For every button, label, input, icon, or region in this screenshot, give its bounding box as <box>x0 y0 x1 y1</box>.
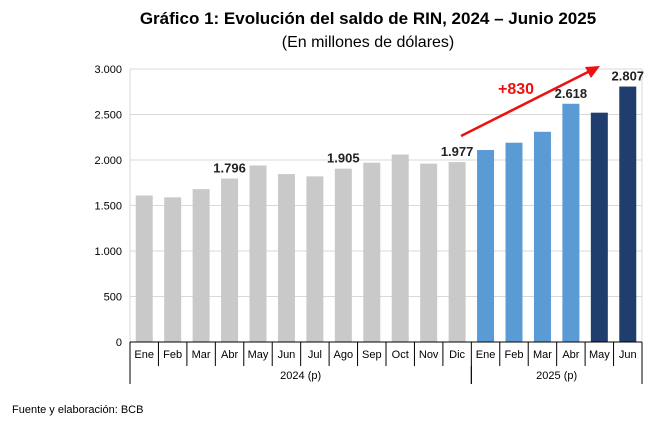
data-label: 2.618 <box>555 86 588 101</box>
bar-may <box>249 165 267 342</box>
data-label: 1.977 <box>441 144 474 159</box>
chart-subtitle: (En millones de dólares) <box>282 34 455 51</box>
x-tick-label: Feb <box>163 349 182 361</box>
source-note: Fuente y elaboración: BCB <box>12 404 144 416</box>
x-tick-label: Dic <box>449 349 465 361</box>
y-tick-label: 3.000 <box>94 64 122 76</box>
x-tick-label: May <box>589 349 610 361</box>
y-axis: 0 500 1.000 1.500 2.000 2.500 3.000 <box>94 64 122 349</box>
x-tick-label: Jul <box>308 349 322 361</box>
x-tick-label: May <box>248 349 269 361</box>
y-tick-label: 1.500 <box>94 201 122 213</box>
x-tick-label: Nov <box>419 349 439 361</box>
data-label: 1.905 <box>327 151 360 166</box>
y-tick-label: 2.000 <box>94 155 122 167</box>
trend-arrow-head <box>585 66 600 78</box>
group-label: 2025 (p) <box>536 370 577 382</box>
y-tick-label: 0 <box>116 337 122 349</box>
trend-arrow-line <box>460 69 591 138</box>
x-tick-label: Abr <box>562 349 579 361</box>
group-label: 2024 (p) <box>280 370 321 382</box>
bar-mar <box>533 131 551 342</box>
x-tick-label: Feb <box>505 349 524 361</box>
x-tick-label: Mar <box>533 349 552 361</box>
x-tick-label: Jun <box>278 349 296 361</box>
y-tick-label: 500 <box>104 292 122 304</box>
trend-annotation: +830 <box>460 66 600 138</box>
bar-jun <box>277 174 295 342</box>
bar-may <box>590 112 608 343</box>
bar-dic <box>448 162 466 342</box>
bar-nov <box>420 163 438 342</box>
x-tick-label: Jun <box>619 349 637 361</box>
bars <box>135 86 637 343</box>
bar-oct <box>391 154 409 342</box>
bar-ene <box>477 149 495 342</box>
x-tick-label: Ago <box>334 349 354 361</box>
x-tick-label: Oct <box>392 349 409 361</box>
bar-ene <box>135 195 153 342</box>
x-tick-label: Ene <box>476 349 496 361</box>
x-tick-label: Mar <box>192 349 211 361</box>
x-tick-label: Sep <box>362 349 382 361</box>
bar-feb <box>505 142 523 342</box>
bar-jul <box>306 176 324 342</box>
data-label: 1.796 <box>213 161 246 176</box>
x-tick-label: Abr <box>221 349 238 361</box>
y-tick-label: 2.500 <box>94 110 122 122</box>
x-tick-label: Ene <box>134 349 154 361</box>
bar-mar <box>192 189 210 342</box>
data-labels: 1.796 1.905 1.977 2.618 2.807 <box>213 69 644 176</box>
bar-abr <box>562 103 580 343</box>
bar-jun <box>619 86 637 342</box>
bar-sep <box>363 162 381 342</box>
chart-title: Gráfico 1: Evolución del saldo de RIN, 2… <box>140 9 596 28</box>
bar-ago <box>334 168 352 342</box>
gridlines <box>129 68 643 342</box>
annotation-label: +830 <box>498 81 534 98</box>
bar-feb <box>164 197 182 342</box>
y-tick-label: 1.000 <box>94 246 122 258</box>
bar-abr <box>221 178 239 342</box>
data-label: 2.807 <box>612 69 645 84</box>
x-axis: Ene Feb Mar Abr May Jun Jul Ago Sep Oct Nov Dic Ene F… <box>129 341 643 384</box>
